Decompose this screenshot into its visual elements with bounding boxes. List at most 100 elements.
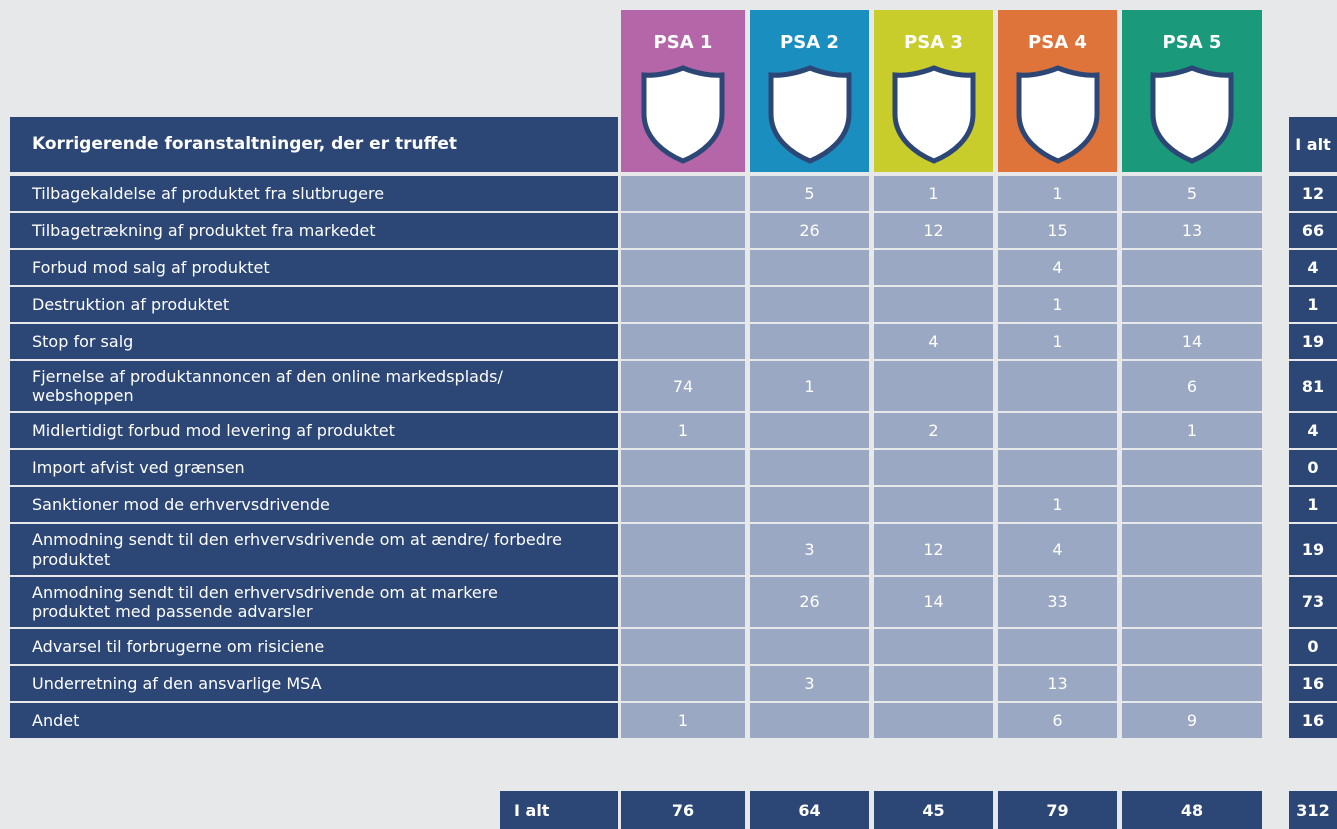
column-header: PSA 3 [874, 10, 993, 172]
row-label: Import afvist ved grænsen [10, 450, 618, 485]
row-label: Tilbagekaldelse af produktet fra slutbru… [10, 176, 618, 211]
value-cell [1122, 524, 1262, 574]
column-header: PSA 2 [750, 10, 869, 172]
value-cell [621, 176, 745, 211]
footer-total: 64 [750, 791, 869, 829]
value-cell: 13 [998, 666, 1117, 701]
value-cell [621, 666, 745, 701]
value-cell [998, 450, 1117, 485]
footer-total: 76 [621, 791, 745, 829]
value-cell [750, 287, 869, 322]
value-cell [750, 487, 869, 522]
value-cell [621, 213, 745, 248]
table-title: Korrigerende foranstaltninger, der er tr… [32, 117, 457, 172]
value-cell [1122, 287, 1262, 322]
value-cell [750, 703, 869, 738]
value-cell: 4 [874, 324, 993, 359]
value-cell: 9 [1122, 703, 1262, 738]
row-label: Fjernelse af produktannoncen af den onli… [10, 361, 618, 411]
value-cell: 15 [998, 213, 1117, 248]
value-cell: 1 [621, 413, 745, 448]
value-cell [874, 487, 993, 522]
column-header: PSA 1 [621, 10, 745, 172]
value-cell: 12 [874, 213, 993, 248]
shield-icon [638, 64, 728, 164]
row-total: 81 [1289, 361, 1337, 411]
value-cell: 14 [1122, 324, 1262, 359]
row-label: Advarsel til forbrugerne om risiciene [10, 629, 618, 664]
value-cell: 12 [874, 524, 993, 574]
row-label: Stop for salg [10, 324, 618, 359]
column-header: PSA 4 [998, 10, 1117, 172]
row-label: Forbud mod salg af produktet [10, 250, 618, 285]
value-cell: 3 [750, 666, 869, 701]
value-cell: 1 [750, 361, 869, 411]
column-title: PSA 5 [1122, 32, 1262, 53]
value-cell: 1 [998, 487, 1117, 522]
row-total: 12 [1289, 176, 1337, 211]
value-cell [1122, 450, 1262, 485]
row-total: 0 [1289, 629, 1337, 664]
value-cell [621, 250, 745, 285]
value-cell: 33 [998, 577, 1117, 627]
value-cell [1122, 250, 1262, 285]
value-cell: 3 [750, 524, 869, 574]
column-title: PSA 4 [998, 32, 1117, 53]
row-label: Destruktion af produktet [10, 287, 618, 322]
footer-total: 48 [1122, 791, 1262, 829]
value-cell [750, 324, 869, 359]
row-total: 1 [1289, 487, 1337, 522]
row-total: 66 [1289, 213, 1337, 248]
value-cell [874, 666, 993, 701]
column-title: PSA 1 [621, 32, 745, 53]
row-total: 4 [1289, 250, 1337, 285]
row-total: 0 [1289, 450, 1337, 485]
column-title: PSA 3 [874, 32, 993, 53]
value-cell [1122, 629, 1262, 664]
value-cell [621, 450, 745, 485]
value-cell: 5 [750, 176, 869, 211]
value-cell: 1 [998, 176, 1117, 211]
value-cell: 26 [750, 213, 869, 248]
row-total: 1 [1289, 287, 1337, 322]
value-cell: 4 [998, 250, 1117, 285]
value-cell [874, 250, 993, 285]
value-cell: 4 [998, 524, 1117, 574]
row-total: 73 [1289, 577, 1337, 627]
value-cell [874, 703, 993, 738]
value-cell: 1 [1122, 413, 1262, 448]
shield-icon [1013, 64, 1103, 164]
header-bar: Korrigerende foranstaltninger, der er tr… [10, 117, 618, 172]
value-cell [750, 450, 869, 485]
value-cell: 1 [874, 176, 993, 211]
row-total: 16 [1289, 666, 1337, 701]
shield-icon [889, 64, 979, 164]
row-label: Sanktioner mod de erhvervsdrivende [10, 487, 618, 522]
value-cell: 13 [1122, 213, 1262, 248]
value-cell [874, 629, 993, 664]
value-cell [874, 287, 993, 322]
value-cell: 74 [621, 361, 745, 411]
value-cell [998, 629, 1117, 664]
grand-total: 312 [1289, 791, 1337, 829]
value-cell [621, 487, 745, 522]
value-cell: 26 [750, 577, 869, 627]
column-header: PSA 5 [1122, 10, 1262, 172]
total-header: I alt [1289, 117, 1337, 172]
value-cell: 1 [998, 324, 1117, 359]
row-total: 16 [1289, 703, 1337, 738]
value-cell [1122, 577, 1262, 627]
footer-total: 45 [874, 791, 993, 829]
value-cell [621, 324, 745, 359]
row-label: Midlertidigt forbud mod levering af prod… [10, 413, 618, 448]
value-cell [998, 361, 1117, 411]
row-label: Underretning af den ansvarlige MSA [10, 666, 618, 701]
shield-icon [1147, 64, 1237, 164]
value-cell [750, 413, 869, 448]
value-cell [1122, 666, 1262, 701]
row-label: Tilbagetrækning af produktet fra markede… [10, 213, 618, 248]
value-cell [1122, 487, 1262, 522]
value-cell: 6 [998, 703, 1117, 738]
value-cell: 5 [1122, 176, 1262, 211]
